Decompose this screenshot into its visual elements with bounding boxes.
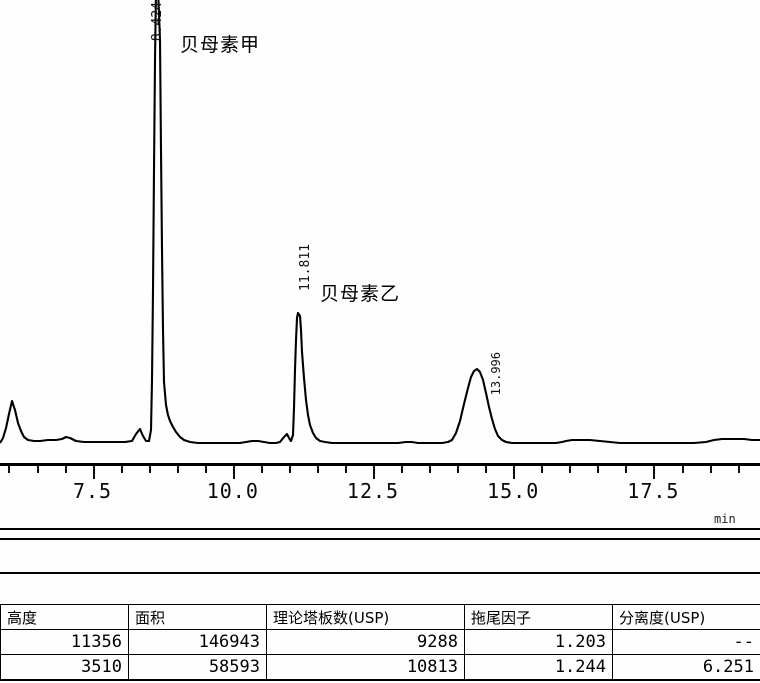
peak-3-retention-time-label: 13.996 [489, 352, 503, 396]
table-row: 11356 146943 9288 1.203 -- [0, 629, 760, 655]
x-axis-minor-tick [569, 466, 572, 473]
x-axis-minor-tick [709, 466, 712, 473]
x-axis-tick-label: 17.5 [627, 479, 680, 503]
separator-rule-1 [0, 528, 760, 530]
table-row: 3510 58593 10813 1.244 6.251 [0, 654, 760, 680]
x-axis-tick-label: 10.0 [206, 479, 259, 503]
results-table-container: 高度 面积 理论塔板数(USP) 拖尾因子 分离度(USP) 11356 1469… [0, 604, 760, 680]
x-axis-major-tick [92, 466, 95, 479]
x-axis-minor-tick [681, 466, 684, 473]
table-cell: 58593 [128, 654, 267, 680]
results-table-body: 11356 146943 9288 1.203 -- 3510 58593 10813 1.24… [0, 629, 760, 680]
x-axis-minor-tick [8, 466, 11, 473]
peak-2-compound-label: 贝母素乙 [320, 283, 401, 305]
column-header-area: 面积 [128, 604, 267, 630]
x-axis-minor-tick [737, 466, 740, 473]
column-header-tailing-factor: 拖尾因子 [464, 604, 613, 630]
x-axis-minor-tick [120, 466, 123, 473]
table-cell: -- [612, 629, 760, 655]
table-cell: 146943 [128, 629, 267, 655]
chromatogram-trace [0, 0, 760, 445]
results-table: 高度 面积 理论塔板数(USP) 拖尾因子 分离度(USP) 11356 1469… [0, 604, 760, 680]
x-axis-minor-tick [64, 466, 67, 473]
column-header-height: 高度 [0, 604, 129, 630]
x-axis-tick-label: 7.5 [72, 479, 113, 503]
table-cell: 9288 [266, 629, 465, 655]
x-axis-minor-tick [148, 466, 151, 473]
table-cell: 10813 [266, 654, 465, 680]
column-header-plates-usp: 理论塔板数(USP) [266, 604, 465, 630]
x-axis-minor-tick [288, 466, 291, 473]
x-axis-minor-tick [260, 466, 263, 473]
x-axis-unit-label: min [714, 512, 736, 526]
x-axis-minor-tick [625, 466, 628, 473]
x-axis-minor-tick [344, 466, 347, 473]
x-axis-minor-tick [597, 466, 600, 473]
x-axis-minor-tick [485, 466, 488, 473]
x-axis: 7.5 10.0 12.5 15.0 17.5 [0, 460, 760, 520]
x-axis-minor-tick [457, 466, 460, 473]
x-axis-minor-tick [541, 466, 544, 473]
x-axis-minor-tick [176, 466, 179, 473]
x-axis-line [0, 463, 760, 466]
x-axis-tick-label: 15.0 [487, 479, 540, 503]
results-table-bottom-rule [0, 679, 760, 681]
x-axis-minor-tick [429, 466, 432, 473]
table-cell: 3510 [0, 654, 129, 680]
table-header-row: 高度 面积 理论塔板数(USP) 拖尾因子 分离度(USP) [0, 604, 760, 630]
table-cell: 1.244 [464, 654, 613, 680]
x-axis-minor-tick [36, 466, 39, 473]
x-axis-major-tick [373, 466, 375, 479]
x-axis-minor-tick [401, 466, 403, 473]
x-axis-tick-label: 12.5 [346, 479, 400, 503]
column-header-resolution-usp: 分离度(USP) [612, 604, 760, 630]
peak-2-retention-time-label: 11.811 [298, 244, 313, 291]
x-axis-minor-tick [204, 466, 207, 473]
separator-rule-2 [0, 538, 760, 540]
separator-rule-3 [0, 572, 760, 574]
peak-1-retention-time-label: 8.424 [150, 2, 165, 42]
x-axis-major-tick [232, 466, 235, 479]
table-cell: 6.251 [612, 654, 760, 680]
x-axis-minor-tick [316, 466, 319, 473]
peak-1-compound-label: 贝母素甲 [180, 34, 261, 56]
x-axis-major-tick [513, 466, 516, 479]
table-cell: 1.203 [464, 629, 613, 655]
x-axis-major-tick [653, 466, 656, 479]
table-cell: 11356 [0, 629, 129, 655]
chromatogram-plot: 8.424 贝母素甲 11.811 贝母素乙 13.996 [0, 0, 760, 445]
